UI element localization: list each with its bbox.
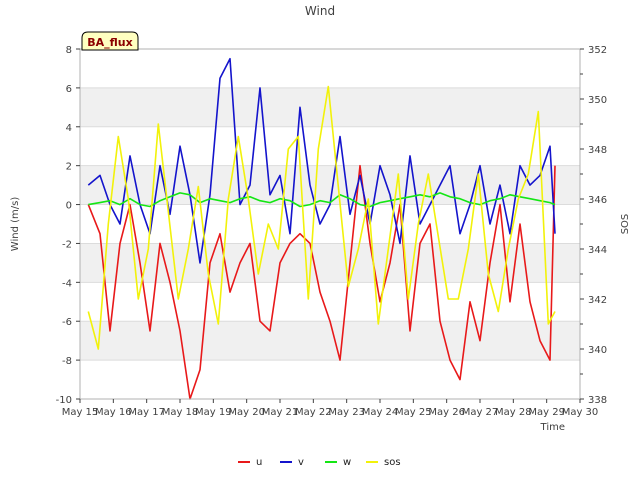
y-tick-label: 8 bbox=[66, 45, 72, 56]
x-tick-label: May 18 bbox=[162, 407, 199, 418]
x-tick-label: May 22 bbox=[295, 407, 332, 418]
x-tick-label: May 27 bbox=[462, 407, 499, 418]
x-tick-label: May 25 bbox=[395, 407, 432, 418]
site-badge: BA_flux bbox=[81, 31, 139, 51]
y-tick-label: 6 bbox=[66, 84, 72, 95]
plot-band bbox=[80, 282, 580, 322]
plot-band bbox=[80, 49, 580, 88]
plot-band bbox=[80, 360, 580, 399]
series-lines bbox=[87, 57, 556, 400]
y2-tick-label: 350 bbox=[588, 95, 607, 106]
plot-band bbox=[80, 126, 580, 166]
y-tick-label: -8 bbox=[62, 356, 72, 367]
y-tick-label: -6 bbox=[62, 317, 72, 328]
plot-band bbox=[80, 243, 580, 283]
x-tick-label: May 15 bbox=[62, 407, 99, 418]
y2-tick-label: 352 bbox=[588, 45, 607, 56]
plot-band bbox=[80, 321, 580, 361]
x-tick-label: May 24 bbox=[362, 407, 399, 418]
y2-tick-label: 344 bbox=[588, 245, 607, 256]
legend: u v w sos bbox=[238, 457, 401, 468]
y-tick-label: -4 bbox=[62, 278, 72, 289]
y-axis-label: Wind (m/s) bbox=[10, 197, 21, 252]
x-tick-label: May 16 bbox=[95, 407, 132, 418]
x-axis-label: Time bbox=[540, 422, 565, 433]
y2-tick-label: 342 bbox=[588, 295, 607, 306]
y-tick-label: 2 bbox=[66, 162, 72, 173]
y-tick-label: -2 bbox=[62, 239, 72, 250]
series-line-u bbox=[87, 164, 556, 400]
y2-tick-label: 348 bbox=[588, 145, 607, 156]
x-tick-label: May 30 bbox=[562, 407, 599, 418]
x-tick-label: May 21 bbox=[262, 407, 299, 418]
x-tick-label: May 28 bbox=[495, 407, 532, 418]
legend-label-sos: sos bbox=[384, 457, 401, 468]
y2-tick-label: 338 bbox=[588, 395, 607, 406]
y2-tick-label: 346 bbox=[588, 195, 607, 206]
legend-label-v: v bbox=[298, 457, 304, 468]
y-tick-label: -10 bbox=[56, 395, 72, 406]
y-tick-label: 0 bbox=[66, 201, 72, 212]
y2-axis-label: SOS bbox=[620, 214, 631, 235]
x-tick-label: May 29 bbox=[528, 407, 565, 418]
chart-title: Wind bbox=[305, 4, 335, 18]
x-tick-label: May 23 bbox=[328, 407, 365, 418]
series-line-sos bbox=[87, 85, 556, 350]
badge-label: BA_flux bbox=[87, 36, 132, 49]
y-tick-label: 4 bbox=[66, 123, 72, 134]
x-tick-label: May 19 bbox=[195, 407, 232, 418]
x-tick-label: May 26 bbox=[428, 407, 465, 418]
legend-label-u: u bbox=[256, 457, 262, 468]
y2-tick-label: 340 bbox=[588, 345, 607, 356]
x-tick-label: May 17 bbox=[128, 407, 165, 418]
x-tick-label: May 20 bbox=[228, 407, 265, 418]
legend-label-w: w bbox=[343, 457, 351, 468]
axes: -10 -8 -6 -4 -2 0 2 4 6 8 338 340 342 344 346 348 350 352… bbox=[56, 45, 607, 418]
